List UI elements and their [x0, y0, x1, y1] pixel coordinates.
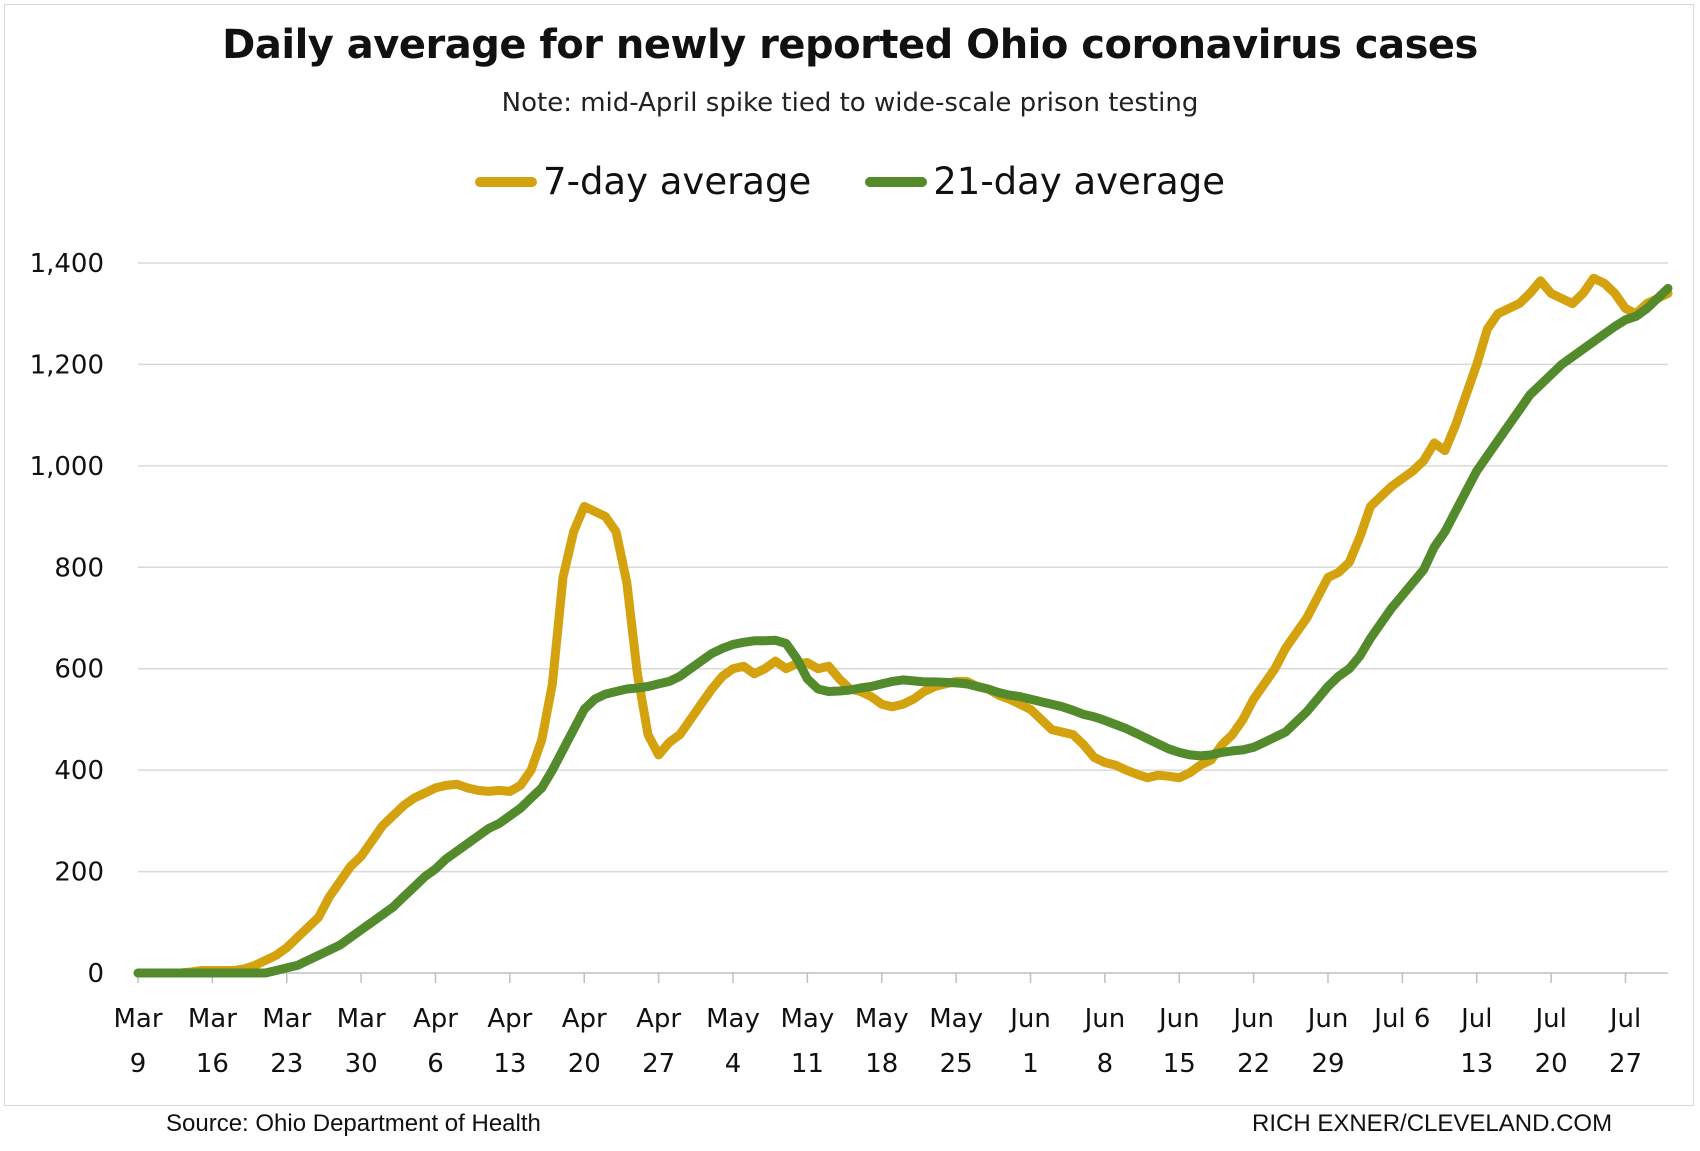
x-tick-label: Jul: [1608, 1004, 1641, 1034]
x-tick-label: 27: [642, 1049, 675, 1079]
x-tick-label: Jun: [1083, 1004, 1126, 1034]
x-tick-label: May: [929, 1004, 983, 1034]
x-tick-label: Apr: [562, 1004, 607, 1034]
x-tick-label: Apr: [487, 1004, 532, 1034]
x-tick-label: 8: [1097, 1049, 1114, 1079]
x-tick-label: 13: [1460, 1049, 1493, 1079]
x-tick-label: Mar: [337, 1004, 386, 1034]
x-tick-label: 29: [1311, 1049, 1344, 1079]
series-line-7-day: [133, 273, 1673, 978]
line-chart: 02004006008001,0001,2001,400Mar9Mar16Mar…: [30, 249, 1673, 1079]
x-tick-label: Jun: [1157, 1004, 1200, 1034]
x-tick-label: 30: [345, 1049, 378, 1079]
x-tick-label: Jul: [1533, 1004, 1566, 1034]
x-tick-label: 25: [940, 1049, 973, 1079]
x-tick-label: 9: [130, 1049, 147, 1079]
y-tick-label: 400: [54, 756, 104, 786]
credit-note: RICH EXNER/CLEVELAND.COM: [1252, 1110, 1613, 1137]
x-tick-label: 23: [270, 1049, 303, 1079]
x-tick-label: Jun: [1231, 1004, 1274, 1034]
x-tick-label: Jul 6: [1372, 1004, 1430, 1034]
y-tick-label: 600: [54, 655, 104, 685]
legend-label-21-day: 21-day average: [933, 160, 1225, 203]
chart-subtitle: Note: mid-April spike tied to wide-scale…: [501, 88, 1199, 118]
x-tick-label: Mar: [188, 1004, 237, 1034]
legend-item-7-day: 7-day average: [475, 160, 811, 203]
x-tick-label: Jul: [1459, 1004, 1492, 1034]
chart-frame: [4, 4, 1694, 1106]
x-tick-label: May: [855, 1004, 909, 1034]
x-tick-label: 13: [493, 1049, 526, 1079]
x-tick-label: 18: [865, 1049, 898, 1079]
y-tick-label: 800: [54, 553, 104, 583]
x-tick-label: 1: [1022, 1049, 1039, 1079]
y-tick-label: 0: [87, 959, 104, 989]
y-tick-label: 1,000: [30, 452, 104, 482]
x-tick-label: 11: [791, 1049, 824, 1079]
x-tick-label: 20: [568, 1049, 601, 1079]
y-tick-label: 1,400: [30, 249, 104, 279]
x-tick-label: 22: [1237, 1049, 1270, 1079]
x-tick-label: Jun: [1008, 1004, 1051, 1034]
x-tick-label: 15: [1163, 1049, 1196, 1079]
x-tick-label: 6: [427, 1049, 444, 1079]
y-tick-label: 200: [54, 858, 104, 888]
x-tick-label: 16: [196, 1049, 229, 1079]
chart-title: Daily average for newly reported Ohio co…: [222, 22, 1478, 68]
x-tick-label: Mar: [262, 1004, 311, 1034]
legend-swatch-21-day: [865, 176, 928, 187]
series-line-21-day: [133, 283, 1673, 978]
y-tick-label: 1,200: [30, 350, 104, 380]
x-tick-label: 20: [1535, 1049, 1568, 1079]
x-tick-label: Apr: [636, 1004, 681, 1034]
legend-swatch-7-day: [475, 176, 538, 187]
x-tick-label: 27: [1609, 1049, 1642, 1079]
legend-item-21-day: 21-day average: [865, 160, 1225, 203]
x-tick-label: 4: [725, 1049, 742, 1079]
x-tick-label: Apr: [413, 1004, 458, 1034]
source-note: Source: Ohio Department of Health: [166, 1110, 541, 1137]
x-tick-label: Jun: [1306, 1004, 1349, 1034]
legend: 7-day average 21-day average: [0, 160, 1700, 203]
legend-label-7-day: 7-day average: [543, 160, 812, 203]
x-tick-label: Mar: [113, 1004, 162, 1034]
x-tick-label: May: [706, 1004, 760, 1034]
x-tick-label: May: [780, 1004, 834, 1034]
